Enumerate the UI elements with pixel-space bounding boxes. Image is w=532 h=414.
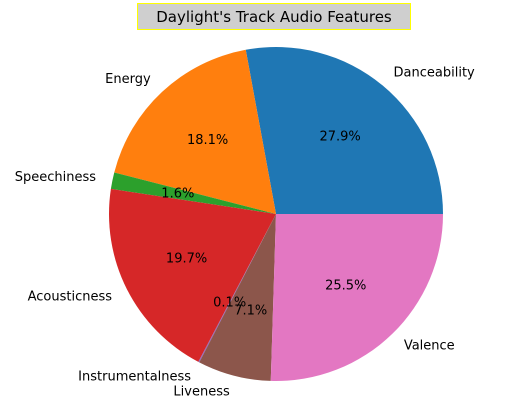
slice-label-acousticness: Acousticness <box>28 289 113 304</box>
labels-layer: Danceability 27.9% Energy 18.1% Speechiness 1… <box>15 65 475 399</box>
slice-label-valence: Valence <box>404 338 455 353</box>
slice-label-speechiness: Speechiness <box>15 170 97 185</box>
slice-percent-energy: 18.1% <box>187 133 228 148</box>
slice-percent-danceability: 27.9% <box>319 129 360 144</box>
slice-percent-speechiness: 1.6% <box>161 186 194 201</box>
slice-percent-acousticness: 19.7% <box>166 252 207 267</box>
slices-layer <box>108 46 443 381</box>
pie-slice-energy <box>114 49 276 215</box>
pie-slice-instrumentalness <box>198 214 276 363</box>
pie-slice-acousticness <box>108 188 276 362</box>
slice-percent-liveness: 7.1% <box>234 303 267 318</box>
pie-slice-liveness <box>199 214 276 381</box>
slice-label-instrumentalness: Instrumentalness <box>78 369 191 384</box>
pie-slice-speechiness <box>110 172 276 214</box>
chart-title: Daylight's Track Audio Features <box>137 3 411 30</box>
slice-label-danceability: Danceability <box>394 65 476 80</box>
slice-percent-instrumentalness: 0.1% <box>213 295 246 310</box>
pie-slice-valence <box>270 214 443 381</box>
pie-slice-danceability <box>245 46 443 214</box>
slice-label-energy: Energy <box>105 72 151 87</box>
slice-label-liveness: Liveness <box>173 384 230 399</box>
slice-percent-valence: 25.5% <box>325 278 366 293</box>
